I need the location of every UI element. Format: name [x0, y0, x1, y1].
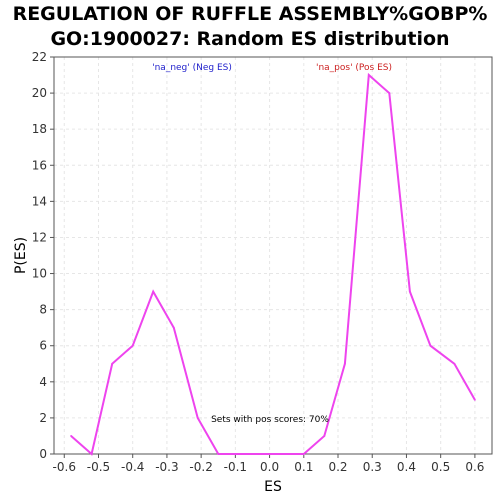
y-tick-label: 20 [32, 86, 47, 100]
x-tick-label: -0.1 [224, 460, 247, 474]
y-tick-label: 12 [32, 230, 47, 244]
y-tick-label: 16 [32, 158, 47, 172]
y-tick-label: 2 [39, 411, 47, 425]
chart-title-line-2: GO:1900027: Random ES distribution [50, 28, 450, 50]
es-data-point [90, 453, 93, 455]
y-tick-label: 18 [32, 122, 47, 136]
x-tick-label: 0.3 [363, 460, 382, 474]
chart-title: REGULATION OF RUFFLE ASSEMBLY%GOBP% GO:1… [0, 2, 500, 52]
es-data-point [367, 74, 370, 76]
grid-lines [54, 56, 492, 455]
es-data-point [131, 344, 134, 347]
series-layer [70, 72, 476, 456]
x-tick-label: 0.5 [431, 460, 450, 474]
y-tick-label: 10 [32, 267, 47, 281]
es-data-point [152, 290, 155, 293]
x-axis-title: ES [264, 479, 282, 495]
x-tick-label: 0.0 [260, 460, 279, 474]
y-tick-label: 8 [39, 303, 47, 317]
es-data-point [70, 435, 73, 437]
es-data-point [217, 453, 220, 455]
x-tick-label: 0.6 [465, 460, 484, 474]
es-data-point [258, 453, 261, 455]
y-tick-label: 14 [32, 194, 47, 208]
x-tick-label: 0.4 [397, 460, 416, 474]
es-data-point [429, 344, 432, 347]
pos-es-label: 'na_pos' (Pos ES) [316, 63, 392, 73]
es-data-point [388, 92, 391, 94]
x-tick-label: -0.3 [155, 460, 178, 474]
y-tick-label: 22 [32, 50, 47, 64]
x-tick-label: 0.2 [328, 460, 347, 474]
x-tick-label: -0.5 [87, 460, 110, 474]
y-axis-title: P(ES) [13, 237, 29, 274]
es-data-point [196, 417, 199, 419]
es-data-point [111, 362, 114, 365]
es-data-point [408, 290, 411, 293]
x-tick-label: -0.2 [189, 460, 212, 474]
es-data-point [453, 362, 456, 365]
x-tick-label: -0.4 [121, 460, 144, 474]
x-tick-label: 0.1 [294, 460, 313, 474]
axis-ticks: -0.6 -0.5 -0.4 -0.3 -0.2 -0.1 0.0 0.1 0.2 0.3 0.4 0… [32, 50, 485, 474]
x-tick-label: -0.6 [53, 460, 76, 474]
y-tick-label: 6 [39, 339, 47, 353]
es-data-point [473, 398, 476, 401]
y-tick-label: 4 [39, 375, 47, 389]
es-data-point [172, 326, 175, 329]
es-data-point [302, 453, 305, 455]
es-data-point [237, 453, 240, 455]
chart-title-line-1: REGULATION OF RUFFLE ASSEMBLY%GOBP% [12, 3, 488, 25]
es-data-point [343, 362, 346, 365]
neg-es-label: 'na_neg' (Neg ES) [152, 63, 232, 73]
y-tick-label: 0 [39, 447, 47, 461]
pos-scores-annotation: Sets with pos scores: 70% [211, 415, 329, 425]
es-distribution-line [70, 72, 476, 456]
es-data-point [278, 453, 281, 455]
plot-frame [53, 56, 493, 455]
es-data-point [323, 435, 326, 437]
